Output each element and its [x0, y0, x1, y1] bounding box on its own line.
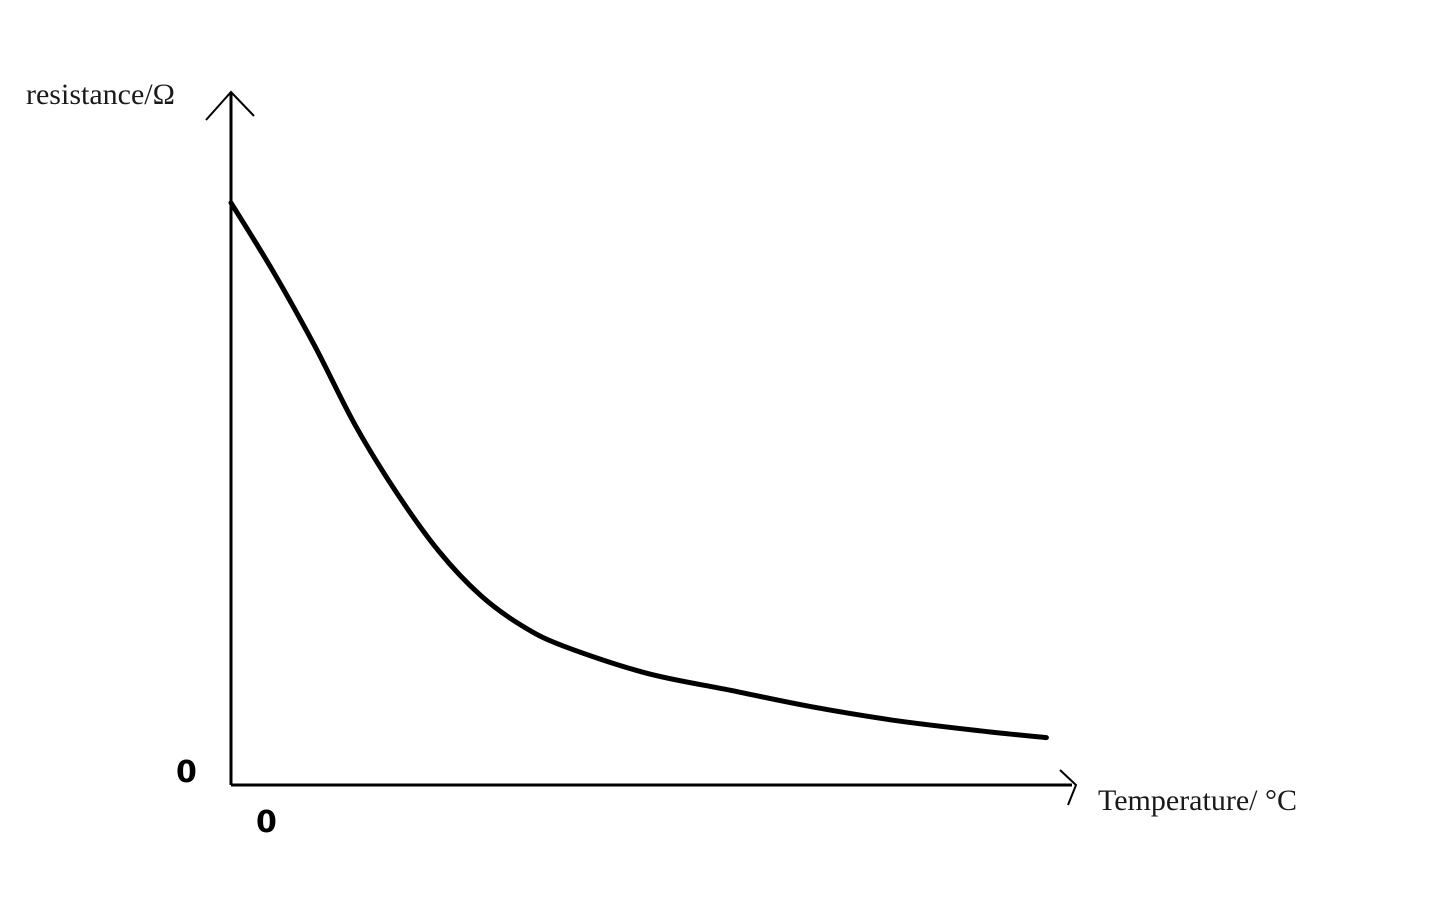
x-axis-arrowhead — [1059, 769, 1078, 806]
series-line — [228, 200, 1049, 741]
y-axis-label: resistance/Ω — [26, 78, 175, 111]
x-origin-tick-label: 0 — [256, 805, 277, 840]
y-origin-tick-label: 0 — [176, 755, 197, 790]
x-axis-label: Temperature/ °C — [1098, 784, 1297, 817]
y-axis-arrowhead — [205, 90, 255, 121]
